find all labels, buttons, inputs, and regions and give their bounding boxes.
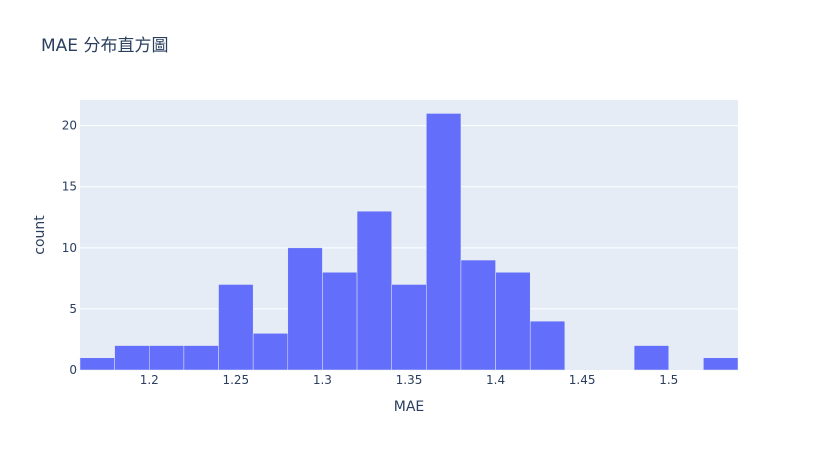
- y-axis-title: count: [32, 215, 48, 255]
- histogram-bar: [495, 272, 531, 371]
- y-tick-label: 0: [69, 363, 77, 377]
- bars: [79, 113, 739, 371]
- histogram-bar: [391, 284, 427, 371]
- x-tick-label: 1.3: [313, 373, 332, 387]
- y-tick-label: 5: [69, 302, 77, 316]
- histogram-bar: [149, 345, 185, 371]
- histogram-bar: [79, 357, 115, 371]
- x-tick-label: 1.2: [140, 373, 159, 387]
- histogram-bar: [426, 113, 462, 371]
- x-tick-label: 1.5: [659, 373, 678, 387]
- histogram-bar: [633, 345, 669, 371]
- x-tick-label: 1.4: [486, 373, 505, 387]
- histogram-bar: [287, 247, 323, 371]
- y-tick-label: 15: [62, 180, 77, 194]
- histogram-bar: [218, 284, 254, 371]
- x-tick-label: 1.45: [569, 373, 596, 387]
- chart-title: MAE 分布直方圖: [41, 36, 168, 56]
- x-axis-title: MAE: [394, 399, 425, 415]
- x-tick-label: 1.25: [222, 373, 249, 387]
- grid-lines: [80, 125, 738, 310]
- x-tick-labels: 1.2 1.25 1.3 1.35 1.4 1.45 1.5: [140, 373, 679, 387]
- x-tick-label: 1.35: [396, 373, 423, 387]
- y-tick-label: 20: [62, 119, 77, 133]
- y-tick-labels: 0 5 10 15 20: [62, 119, 77, 377]
- histogram-bar: [183, 345, 219, 371]
- histogram-bar: [703, 357, 739, 371]
- histogram-bar: [356, 210, 392, 371]
- histogram-bar: [322, 272, 358, 371]
- y-tick-label: 10: [62, 241, 77, 255]
- histogram-bar: [252, 333, 289, 371]
- histogram-bar: [460, 259, 496, 371]
- histogram-bar: [529, 320, 566, 371]
- histogram-bar: [114, 345, 150, 371]
